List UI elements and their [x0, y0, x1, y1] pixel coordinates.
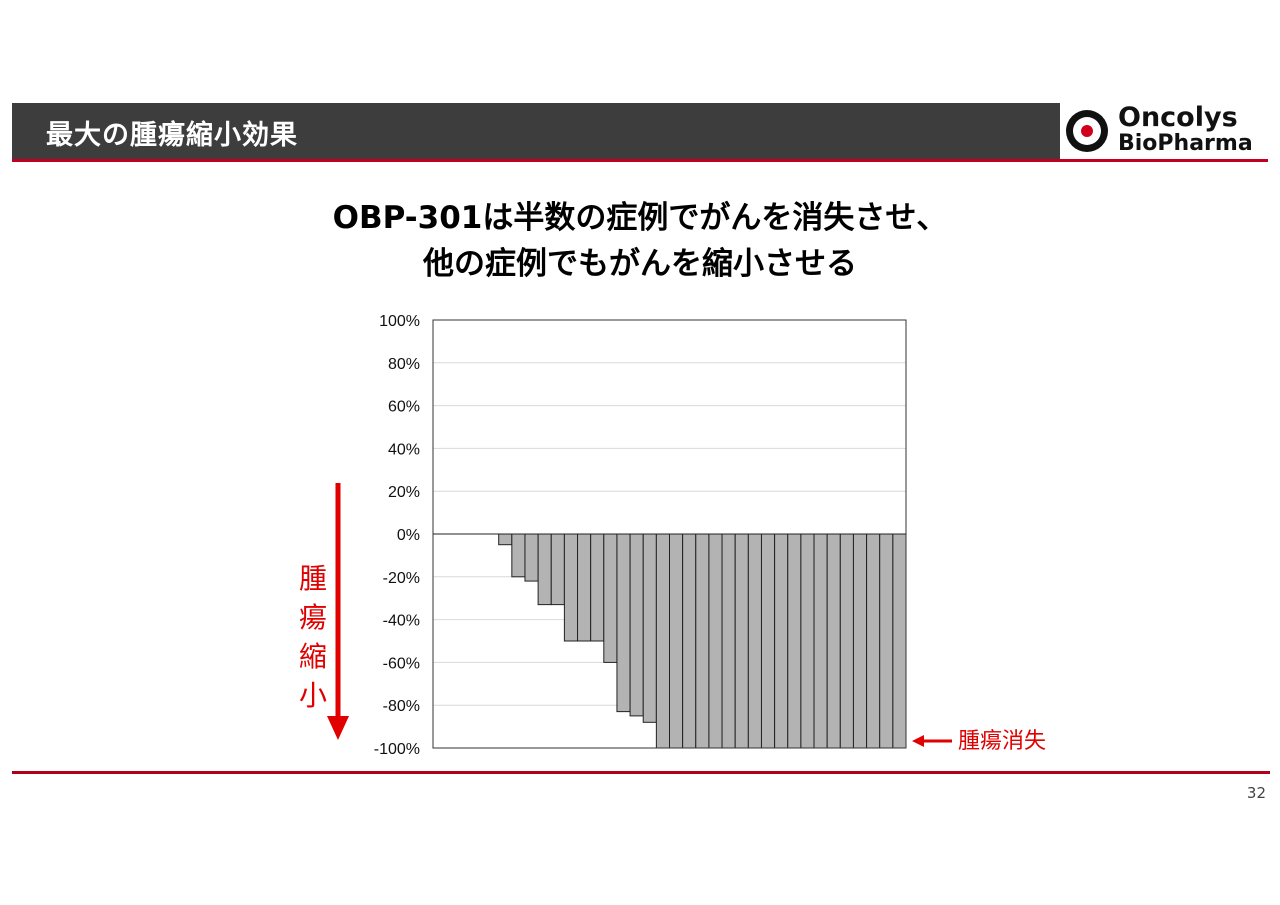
shrink-label-char: 瘍	[299, 601, 327, 634]
y-tick-label: 20%	[388, 484, 420, 501]
page-number: 32	[1246, 784, 1266, 802]
y-tick-label: -80%	[383, 698, 420, 715]
y-tick-label: -100%	[374, 741, 420, 758]
footer-rule	[12, 771, 1270, 774]
company-logo: Oncolys BioPharma	[1060, 103, 1268, 159]
bar	[682, 533, 697, 749]
bars-layer	[498, 533, 907, 749]
bar	[892, 533, 907, 749]
bar	[760, 533, 776, 749]
y-tick-label: 100%	[379, 313, 420, 330]
y-tick-label: -20%	[383, 570, 420, 587]
shrink-label-char: 小	[299, 679, 327, 712]
page-title: 最大の腫瘍縮小効果	[46, 120, 298, 151]
bar	[563, 533, 579, 642]
bar	[550, 533, 565, 606]
logo-mark-icon	[1066, 110, 1108, 152]
bar	[866, 533, 881, 749]
bar	[747, 533, 762, 749]
bar	[774, 533, 789, 749]
bar	[839, 533, 854, 749]
logo-text-oncolys: Oncolys	[1118, 102, 1238, 133]
headline-line-1: OBP-301は半数の症例でがんを消失させ、	[332, 200, 948, 236]
y-tick-label: 0%	[397, 527, 420, 544]
bar	[826, 533, 841, 749]
logo-text-biopharma: BioPharma	[1118, 131, 1253, 156]
shrink-label-char: 腫	[299, 562, 327, 595]
bar	[524, 533, 539, 582]
bar	[655, 533, 670, 749]
shrink-arrow-head-icon	[327, 716, 349, 740]
y-tick-label: 40%	[388, 441, 420, 458]
bar	[695, 533, 710, 749]
bar	[721, 533, 736, 749]
bar	[800, 533, 815, 749]
y-tick-labels: 100% 80% 60% 40% 20% 0% -20% -40% -60% -80% -100%	[374, 313, 420, 758]
bar	[642, 533, 657, 723]
bar	[537, 533, 552, 606]
bar	[708, 533, 723, 749]
bar	[590, 533, 605, 642]
y-tick-label: -60%	[383, 655, 420, 672]
headline-line-2: 他の症例でもがんを縮小させる	[423, 246, 857, 282]
bar	[498, 533, 513, 546]
y-tick-label: -40%	[383, 613, 420, 630]
shrink-label-char: 縮	[299, 640, 327, 673]
bar	[787, 533, 802, 749]
bar	[669, 533, 684, 749]
bar	[852, 533, 868, 749]
header-bar: 最大の腫瘍縮小効果 Oncolys BioPharma	[12, 103, 1268, 162]
bar	[616, 533, 631, 713]
vanish-arrow-head-icon	[912, 735, 924, 747]
bar	[879, 533, 894, 749]
bar	[511, 533, 526, 578]
vanish-label: 腫瘍消失	[958, 729, 1046, 754]
bar	[577, 533, 592, 642]
bar	[603, 533, 618, 663]
shrink-label: 腫瘍縮小	[299, 562, 327, 712]
bar	[813, 533, 828, 749]
bar	[734, 533, 749, 749]
y-tick-label: 60%	[388, 399, 420, 416]
y-tick-label: 80%	[388, 356, 420, 373]
bar	[629, 533, 644, 717]
